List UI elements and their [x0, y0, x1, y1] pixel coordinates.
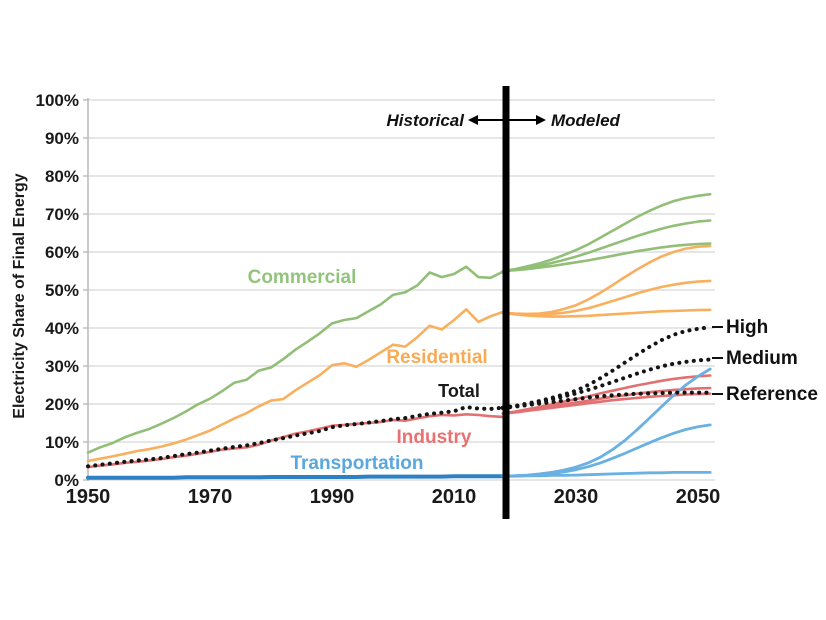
y-tick-label-60: 60%: [45, 243, 79, 262]
line-mod-residential-medium: [501, 279, 712, 317]
arrow-right-head-icon: [536, 115, 546, 125]
x-tick-label-1990: 1990: [310, 486, 355, 508]
label-modeled: Modeled: [551, 111, 621, 130]
overlay-group: Commercial Residential Total Industry Transp…: [248, 86, 818, 519]
y-tick-label-80: 80%: [45, 167, 79, 186]
arrow-left-head-icon: [468, 115, 478, 125]
x-tick-label-1950: 1950: [66, 486, 111, 508]
y-tick-label-50: 50%: [45, 281, 79, 300]
tick-labels-group: 0% 10% 20% 30% 40% 50% 60% 70% 80% 90% 100% 1950 197…: [36, 91, 721, 508]
line-hist-commercial: [86, 265, 505, 454]
y-tick-label-70: 70%: [45, 205, 79, 224]
y-tick-label-10: 10%: [45, 433, 79, 452]
line-hist-transportation: [86, 474, 505, 480]
gridlines-group: [83, 98, 715, 481]
y-tick-label-40: 40%: [45, 319, 79, 338]
label-industry: Industry: [397, 427, 472, 448]
label-scenario-medium: Medium: [726, 348, 798, 369]
label-total: Total: [438, 381, 480, 401]
y-tick-label-90: 90%: [45, 129, 79, 148]
y-tick-label-20: 20%: [45, 395, 79, 414]
y-tick-label-100: 100%: [36, 91, 79, 110]
line-mod-transportation-medium: [501, 423, 712, 478]
line-mod-commercial-high: [501, 192, 712, 273]
series-group: [86, 192, 713, 480]
y-axis-title: Electricity Share of Final Energy: [11, 173, 28, 419]
line-mod-residential-reference: [501, 308, 712, 318]
label-scenario-reference: Reference: [726, 384, 818, 405]
label-historical: Historical: [387, 111, 466, 130]
label-transportation: Transportation: [290, 453, 423, 474]
line-mod-commercial-medium: [501, 219, 712, 273]
historical-modeled-divider: [502, 86, 510, 519]
line-hist-total: [86, 405, 505, 469]
x-tick-label-2010: 2010: [432, 486, 477, 508]
x-tick-label-1970: 1970: [188, 486, 233, 508]
x-tick-label-2050: 2050: [676, 486, 721, 508]
x-tick-label-2030: 2030: [554, 486, 599, 508]
line-hist-industry: [86, 412, 505, 469]
y-tick-label-0: 0%: [54, 471, 79, 490]
label-commercial: Commercial: [248, 267, 357, 288]
line-mod-total-medium: [500, 357, 713, 410]
label-scenario-high: High: [726, 317, 768, 338]
line-mod-commercial-reference: [501, 242, 712, 273]
y-tick-label-30: 30%: [45, 357, 79, 376]
line-mod-transportation-reference: [501, 470, 712, 478]
label-residential: Residential: [386, 347, 487, 368]
line-mod-total-reference: [500, 390, 713, 410]
line-hist-residential: [86, 308, 505, 463]
